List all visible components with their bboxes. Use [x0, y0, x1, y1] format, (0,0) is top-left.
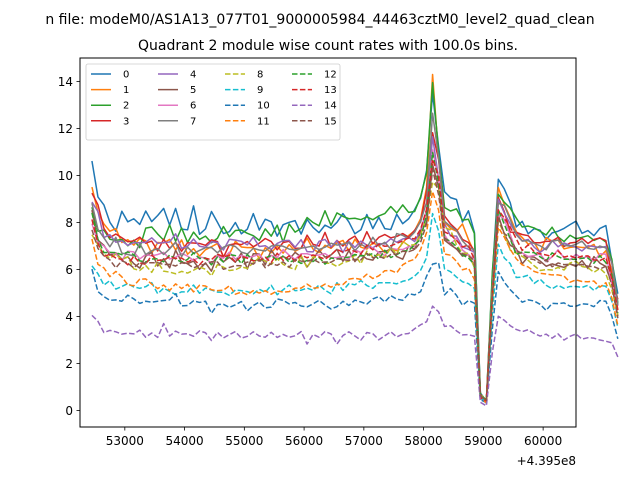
y-tick-label: 14 — [58, 75, 73, 89]
legend-label-0: 0 — [123, 70, 129, 81]
series-line-11 — [91, 190, 619, 404]
legend-label-11: 11 — [257, 116, 270, 127]
y-tick-label: 4 — [65, 310, 73, 324]
y-tick-label: 0 — [65, 404, 73, 418]
x-tick-label: 58000 — [405, 434, 443, 448]
series-line-14 — [91, 305, 619, 407]
legend-label-8: 8 — [257, 70, 263, 81]
legend-label-3: 3 — [123, 116, 129, 127]
legend-box — [85, 63, 341, 141]
series-layer — [91, 73, 619, 407]
series-line-3 — [91, 131, 619, 403]
series-line-9 — [91, 212, 619, 405]
x-axis: 53000 54000 55000 56000 57000 58000 59000 60000 — [106, 427, 562, 448]
y-axis: 0 2 4 6 8 10 12 14 — [58, 75, 80, 418]
legend-label-4: 4 — [190, 70, 196, 81]
legend-label-6: 6 — [190, 101, 196, 112]
series-line-0 — [91, 92, 619, 402]
series-line-2 — [91, 81, 619, 403]
legend-label-1: 1 — [123, 85, 129, 96]
x-tick-label: 57000 — [345, 434, 383, 448]
legend-label-12: 12 — [324, 70, 337, 81]
legend-label-14: 14 — [324, 101, 337, 112]
series-line-12 — [91, 151, 619, 401]
x-tick-label: 53000 — [106, 434, 144, 448]
figure-suptitle: n file: modeM0/AS1A13_077T01_9000005984_… — [45, 12, 594, 28]
x-tick-label: 55000 — [225, 434, 263, 448]
series-line-10 — [91, 261, 619, 404]
legend-label-15: 15 — [324, 116, 337, 127]
x-tick-label: 60000 — [524, 434, 562, 448]
y-tick-label: 8 — [65, 216, 73, 230]
y-tick-label: 2 — [65, 357, 73, 371]
series-line-15 — [91, 168, 619, 402]
chart-title: Quadrant 2 module wise count rates with … — [138, 38, 518, 54]
x-tick-label: 54000 — [165, 434, 203, 448]
series-line-13 — [91, 158, 619, 402]
plot-frame — [79, 57, 577, 428]
legend-label-2: 2 — [123, 101, 129, 112]
x-tick-label: 59000 — [464, 434, 502, 448]
x-offset-label: +4.395e8 — [517, 454, 576, 468]
legend-label-13: 13 — [324, 85, 337, 96]
y-tick-label: 6 — [65, 263, 73, 277]
legend-label-7: 7 — [190, 116, 196, 127]
legend-label-10: 10 — [257, 101, 270, 112]
y-tick-label: 12 — [58, 122, 73, 136]
x-tick-label: 56000 — [285, 434, 323, 448]
legend-label-9: 9 — [257, 85, 263, 96]
legend-label-5: 5 — [190, 85, 196, 96]
y-tick-label: 10 — [58, 169, 73, 183]
